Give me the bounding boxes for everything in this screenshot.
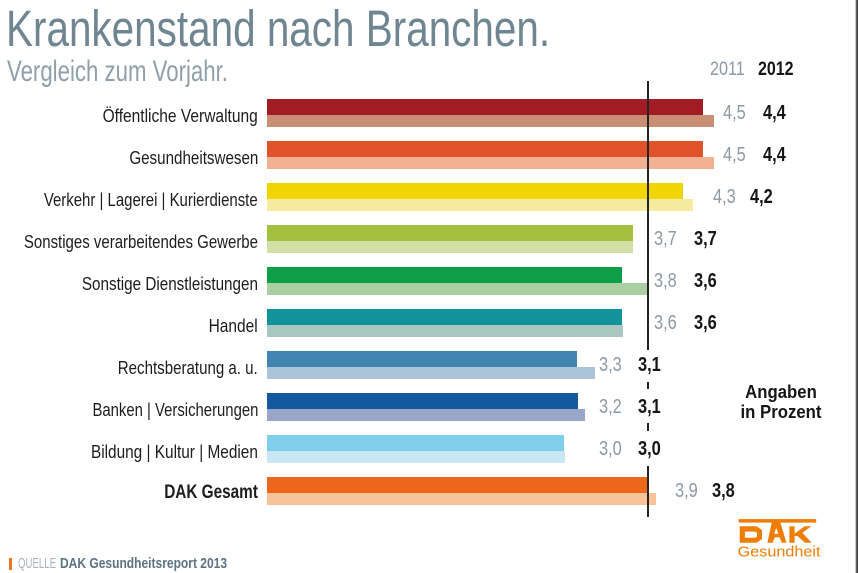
svg-text:Gesundheit: Gesundheit	[738, 544, 822, 560]
